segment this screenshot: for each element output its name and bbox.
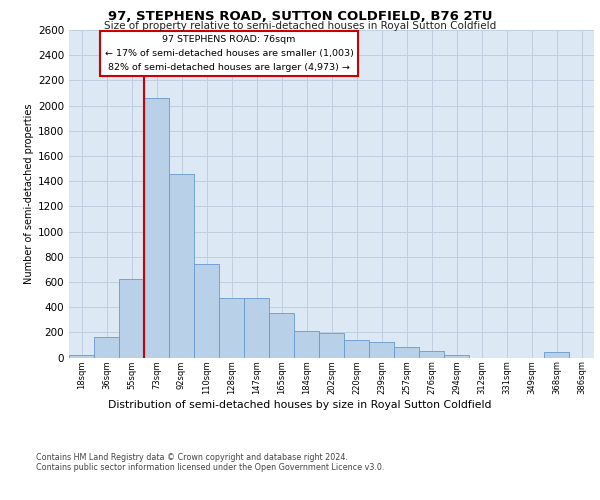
Bar — [419, 351, 444, 358]
Text: Contains HM Land Registry data © Crown copyright and database right 2024.: Contains HM Land Registry data © Crown c… — [36, 452, 348, 462]
Bar — [544, 352, 569, 358]
Bar — [244, 298, 269, 358]
Bar — [369, 342, 394, 357]
Text: 97 STEPHENS ROAD: 76sqm
← 17% of semi-detached houses are smaller (1,003)
82% of: 97 STEPHENS ROAD: 76sqm ← 17% of semi-de… — [104, 35, 353, 72]
Text: Size of property relative to semi-detached houses in Royal Sutton Coldfield: Size of property relative to semi-detach… — [104, 21, 496, 31]
Bar — [344, 340, 369, 357]
Y-axis label: Number of semi-detached properties: Number of semi-detached properties — [24, 104, 34, 284]
Bar — [119, 280, 144, 357]
Bar — [144, 98, 169, 357]
Text: 97, STEPHENS ROAD, SUTTON COLDFIELD, B76 2TU: 97, STEPHENS ROAD, SUTTON COLDFIELD, B76… — [108, 10, 492, 23]
Text: Distribution of semi-detached houses by size in Royal Sutton Coldfield: Distribution of semi-detached houses by … — [108, 400, 492, 410]
Bar — [319, 333, 344, 357]
Bar — [69, 355, 94, 358]
Bar — [194, 264, 219, 358]
Bar — [394, 347, 419, 358]
Bar — [294, 331, 319, 357]
Bar — [94, 338, 119, 357]
Bar — [169, 174, 194, 358]
Bar — [269, 314, 294, 358]
Text: Contains public sector information licensed under the Open Government Licence v3: Contains public sector information licen… — [36, 462, 385, 471]
Bar — [444, 355, 469, 358]
Bar — [219, 298, 244, 358]
